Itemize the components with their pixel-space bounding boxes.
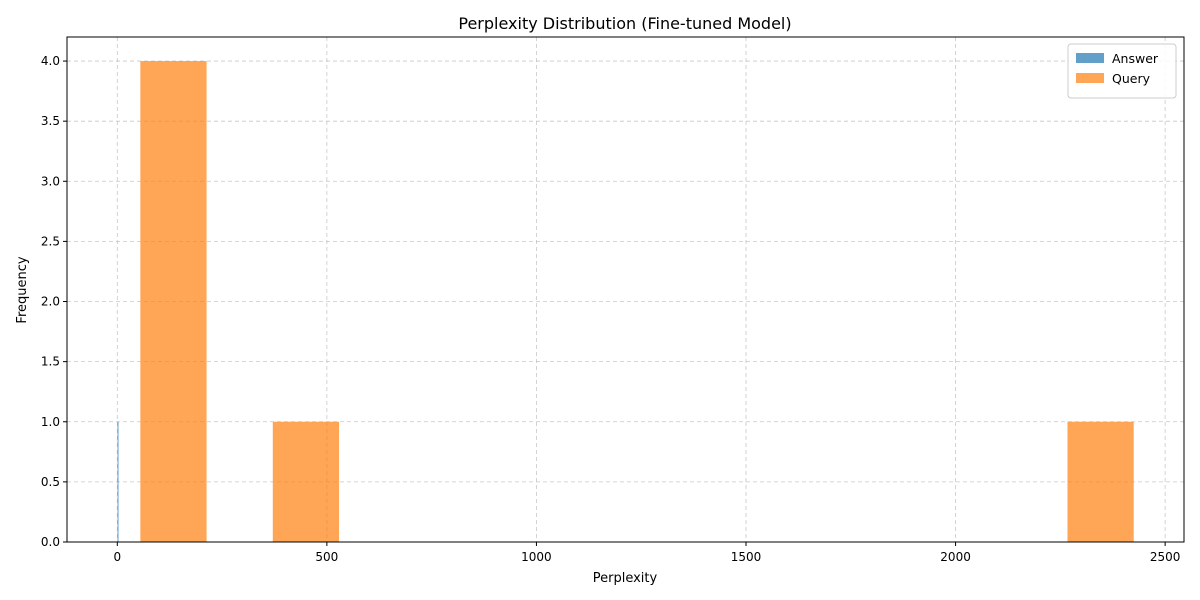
grid-layer <box>67 37 1184 543</box>
x-tick-label: 1500 <box>731 550 762 564</box>
y-tick-label: 4.0 <box>41 54 60 68</box>
legend-label-query: Query <box>1112 71 1151 86</box>
y-tick-label: 2.0 <box>41 295 60 309</box>
legend: Answer Query <box>1067 43 1177 99</box>
legend-label-answer: Answer <box>1112 51 1159 66</box>
query-bar <box>272 421 340 542</box>
y-tick-label: 3.0 <box>41 174 60 188</box>
chart-title: Perplexity Distribution (Fine-tuned Mode… <box>458 14 791 33</box>
y-tick-label: 2.5 <box>41 234 60 248</box>
legend-swatch-query <box>1076 73 1104 83</box>
x-axis-label: Perplexity <box>593 571 658 586</box>
bars-layer <box>117 61 1134 543</box>
plot-frame <box>66 36 1185 543</box>
y-axis-label: Frequency <box>15 256 30 323</box>
y-tick-label: 0.0 <box>41 535 60 549</box>
y-tick-label: 1.5 <box>41 355 60 369</box>
legend-swatch-answer <box>1076 53 1104 63</box>
query-bar <box>1067 421 1134 542</box>
y-tick-label: 1.0 <box>41 415 60 429</box>
x-tick-label: 0 <box>113 550 121 564</box>
x-tick-label: 500 <box>315 550 338 564</box>
query-bar <box>140 61 207 543</box>
answer-bar <box>117 421 119 542</box>
x-tick-label: 2000 <box>940 550 971 564</box>
y-tick-label: 3.5 <box>41 114 60 128</box>
y-tick-label: 0.5 <box>41 475 60 489</box>
x-tick-label: 1000 <box>521 550 552 564</box>
x-tick-label: 2500 <box>1150 550 1181 564</box>
ticks-layer: 0 500 1000 1500 2000 2500 0.0 0.5 1.0 1.5 2.0 2.5 3.… <box>41 54 1181 564</box>
